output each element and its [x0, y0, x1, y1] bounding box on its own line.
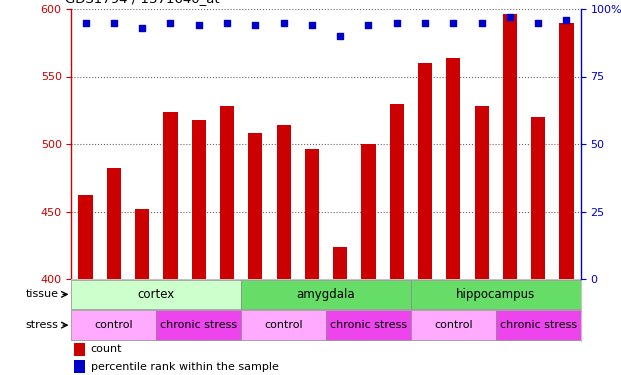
Bar [333, 247, 347, 279]
Point [448, 20, 458, 26]
Text: count: count [91, 345, 122, 354]
Text: control: control [434, 320, 473, 330]
Bar [241, 280, 411, 309]
Bar [411, 280, 581, 309]
Point [477, 20, 487, 26]
Point [307, 22, 317, 28]
Point [222, 20, 232, 26]
Point [505, 14, 515, 20]
Bar [418, 63, 432, 279]
Point [392, 20, 402, 26]
Text: tissue: tissue [25, 290, 59, 299]
Text: control: control [94, 320, 133, 330]
Point [194, 22, 204, 28]
Point [335, 33, 345, 39]
Text: percentile rank within the sample: percentile rank within the sample [91, 362, 279, 372]
Point [279, 20, 289, 26]
Bar [220, 106, 234, 279]
Bar [474, 106, 489, 279]
Bar [163, 112, 178, 279]
Text: control: control [265, 320, 303, 330]
Text: cortex: cortex [138, 288, 175, 301]
Bar [305, 149, 319, 279]
Text: hippocampus: hippocampus [456, 288, 535, 301]
Bar [192, 120, 206, 279]
Bar [241, 310, 326, 340]
Text: chronic stress: chronic stress [160, 320, 237, 330]
Bar [74, 343, 85, 356]
Text: stress: stress [26, 320, 59, 330]
Bar [446, 58, 460, 279]
Text: chronic stress: chronic stress [500, 320, 577, 330]
Bar [326, 310, 411, 340]
Point [137, 25, 147, 31]
Point [109, 20, 119, 26]
Bar [156, 310, 241, 340]
Text: chronic stress: chronic stress [330, 320, 407, 330]
Bar [135, 209, 149, 279]
Text: GDS1794 / 1371640_at: GDS1794 / 1371640_at [65, 0, 220, 5]
Bar [560, 22, 574, 279]
Bar [411, 310, 496, 340]
Point [561, 17, 571, 23]
Bar [71, 310, 156, 340]
Bar [74, 360, 85, 373]
Bar [78, 195, 93, 279]
Point [533, 20, 543, 26]
Bar [248, 133, 262, 279]
Point [81, 20, 91, 26]
Point [250, 22, 260, 28]
Text: amygdala: amygdala [297, 288, 355, 301]
Bar [496, 310, 581, 340]
Point [363, 22, 373, 28]
Bar [503, 14, 517, 279]
Point [420, 20, 430, 26]
Bar [531, 117, 545, 279]
Bar [276, 125, 291, 279]
Bar [107, 168, 121, 279]
Bar [361, 144, 376, 279]
Bar [71, 280, 241, 309]
Bar [390, 104, 404, 279]
Point [165, 20, 175, 26]
